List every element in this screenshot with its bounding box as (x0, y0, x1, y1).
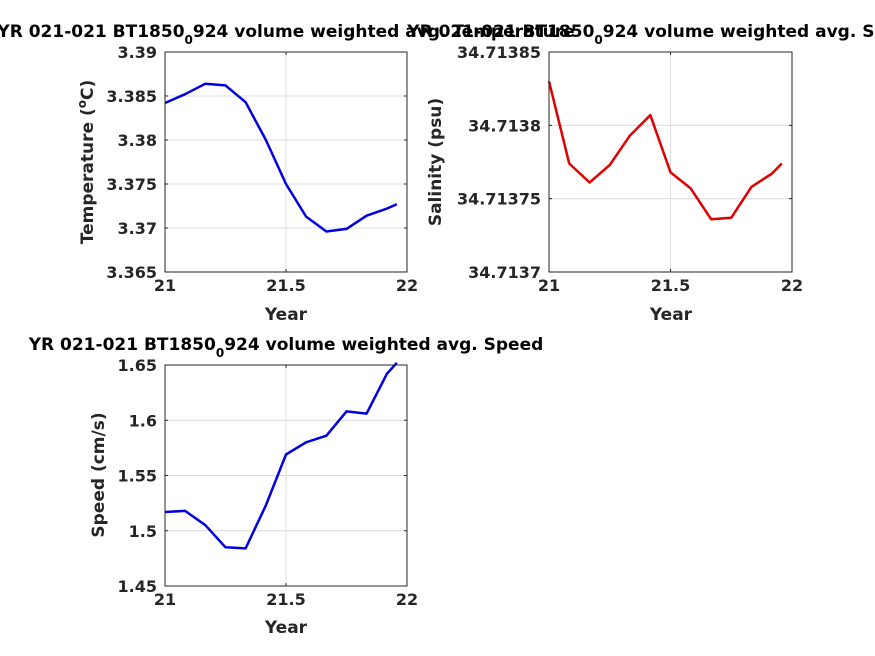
salinity-plot-area: 21 21.5 22 34.7137 34.71375 34.7138 34.71385 (457, 43, 803, 295)
salinity-y-axis-label: Salinity (psu) (426, 98, 446, 226)
speed-y-tick-label: 1.45 (118, 577, 157, 596)
temperature-series-line (164, 82, 398, 233)
speed-x-tick-label: 21.5 (266, 590, 305, 609)
salinity-x-tick-label: 21 (538, 276, 560, 295)
speed-x-axis-label: Year (264, 618, 308, 638)
temperature-panel: YR 021-021 BT18500924 volume weighted av… (0, 22, 575, 325)
temperature-y-tick-label: 3.365 (106, 263, 157, 282)
temperature-x-tick-label: 22 (396, 276, 418, 295)
temperature-plot-area: 21 21.5 22 3.365 3.37 3.375 3.38 3.385 3.39 (106, 43, 418, 295)
temperature-y-tick-label: 3.375 (106, 175, 157, 194)
temperature-y-tick-label: 3.38 (118, 131, 157, 150)
salinity-title: YR 021-021 BT18500924 volume weighted av… (406, 22, 875, 47)
temperature-x-axis-label: Year (264, 305, 308, 325)
salinity-y-tick-label: 34.71385 (457, 43, 541, 62)
speed-series-line (164, 361, 398, 550)
speed-plot-area: 21 21.5 22 1.45 1.5 1.55 1.6 1.65 (118, 356, 419, 609)
temperature-y-tick-label: 3.39 (118, 43, 157, 62)
speed-x-tick-label: 21 (154, 590, 176, 609)
salinity-x-axis-label: Year (649, 305, 693, 325)
salinity-panel: YR 021-021 BT18500924 volume weighted av… (406, 22, 875, 325)
speed-x-tick-label: 22 (396, 590, 418, 609)
salinity-series-line (547, 81, 783, 221)
salinity-y-tick-label: 34.7137 (468, 263, 541, 282)
salinity-y-tick-label: 34.7138 (468, 116, 541, 135)
temperature-y-axis-label: Temperature (oC) (75, 80, 98, 244)
speed-panel: YR 021-021 BT18500924 volume weighted av… (28, 335, 544, 638)
speed-y-tick-label: 1.65 (118, 356, 157, 375)
salinity-x-tick-label: 22 (781, 276, 803, 295)
temperature-y-tick-label: 3.37 (118, 219, 157, 238)
temperature-y-tick-label: 3.385 (106, 87, 157, 106)
temperature-title: YR 021-021 BT18500924 volume weighted av… (0, 22, 575, 47)
speed-y-tick-label: 1.5 (129, 522, 157, 541)
temperature-x-tick-label: 21 (154, 276, 176, 295)
speed-y-tick-label: 1.6 (129, 411, 157, 430)
temperature-x-tick-label: 21.5 (266, 276, 305, 295)
speed-title: YR 021-021 BT18500924 volume weighted av… (28, 335, 544, 360)
salinity-x-tick-label: 21.5 (651, 276, 690, 295)
speed-y-axis-label: Speed (cm/s) (89, 412, 109, 537)
speed-y-tick-label: 1.55 (118, 467, 157, 486)
salinity-y-tick-label: 34.71375 (457, 190, 541, 209)
